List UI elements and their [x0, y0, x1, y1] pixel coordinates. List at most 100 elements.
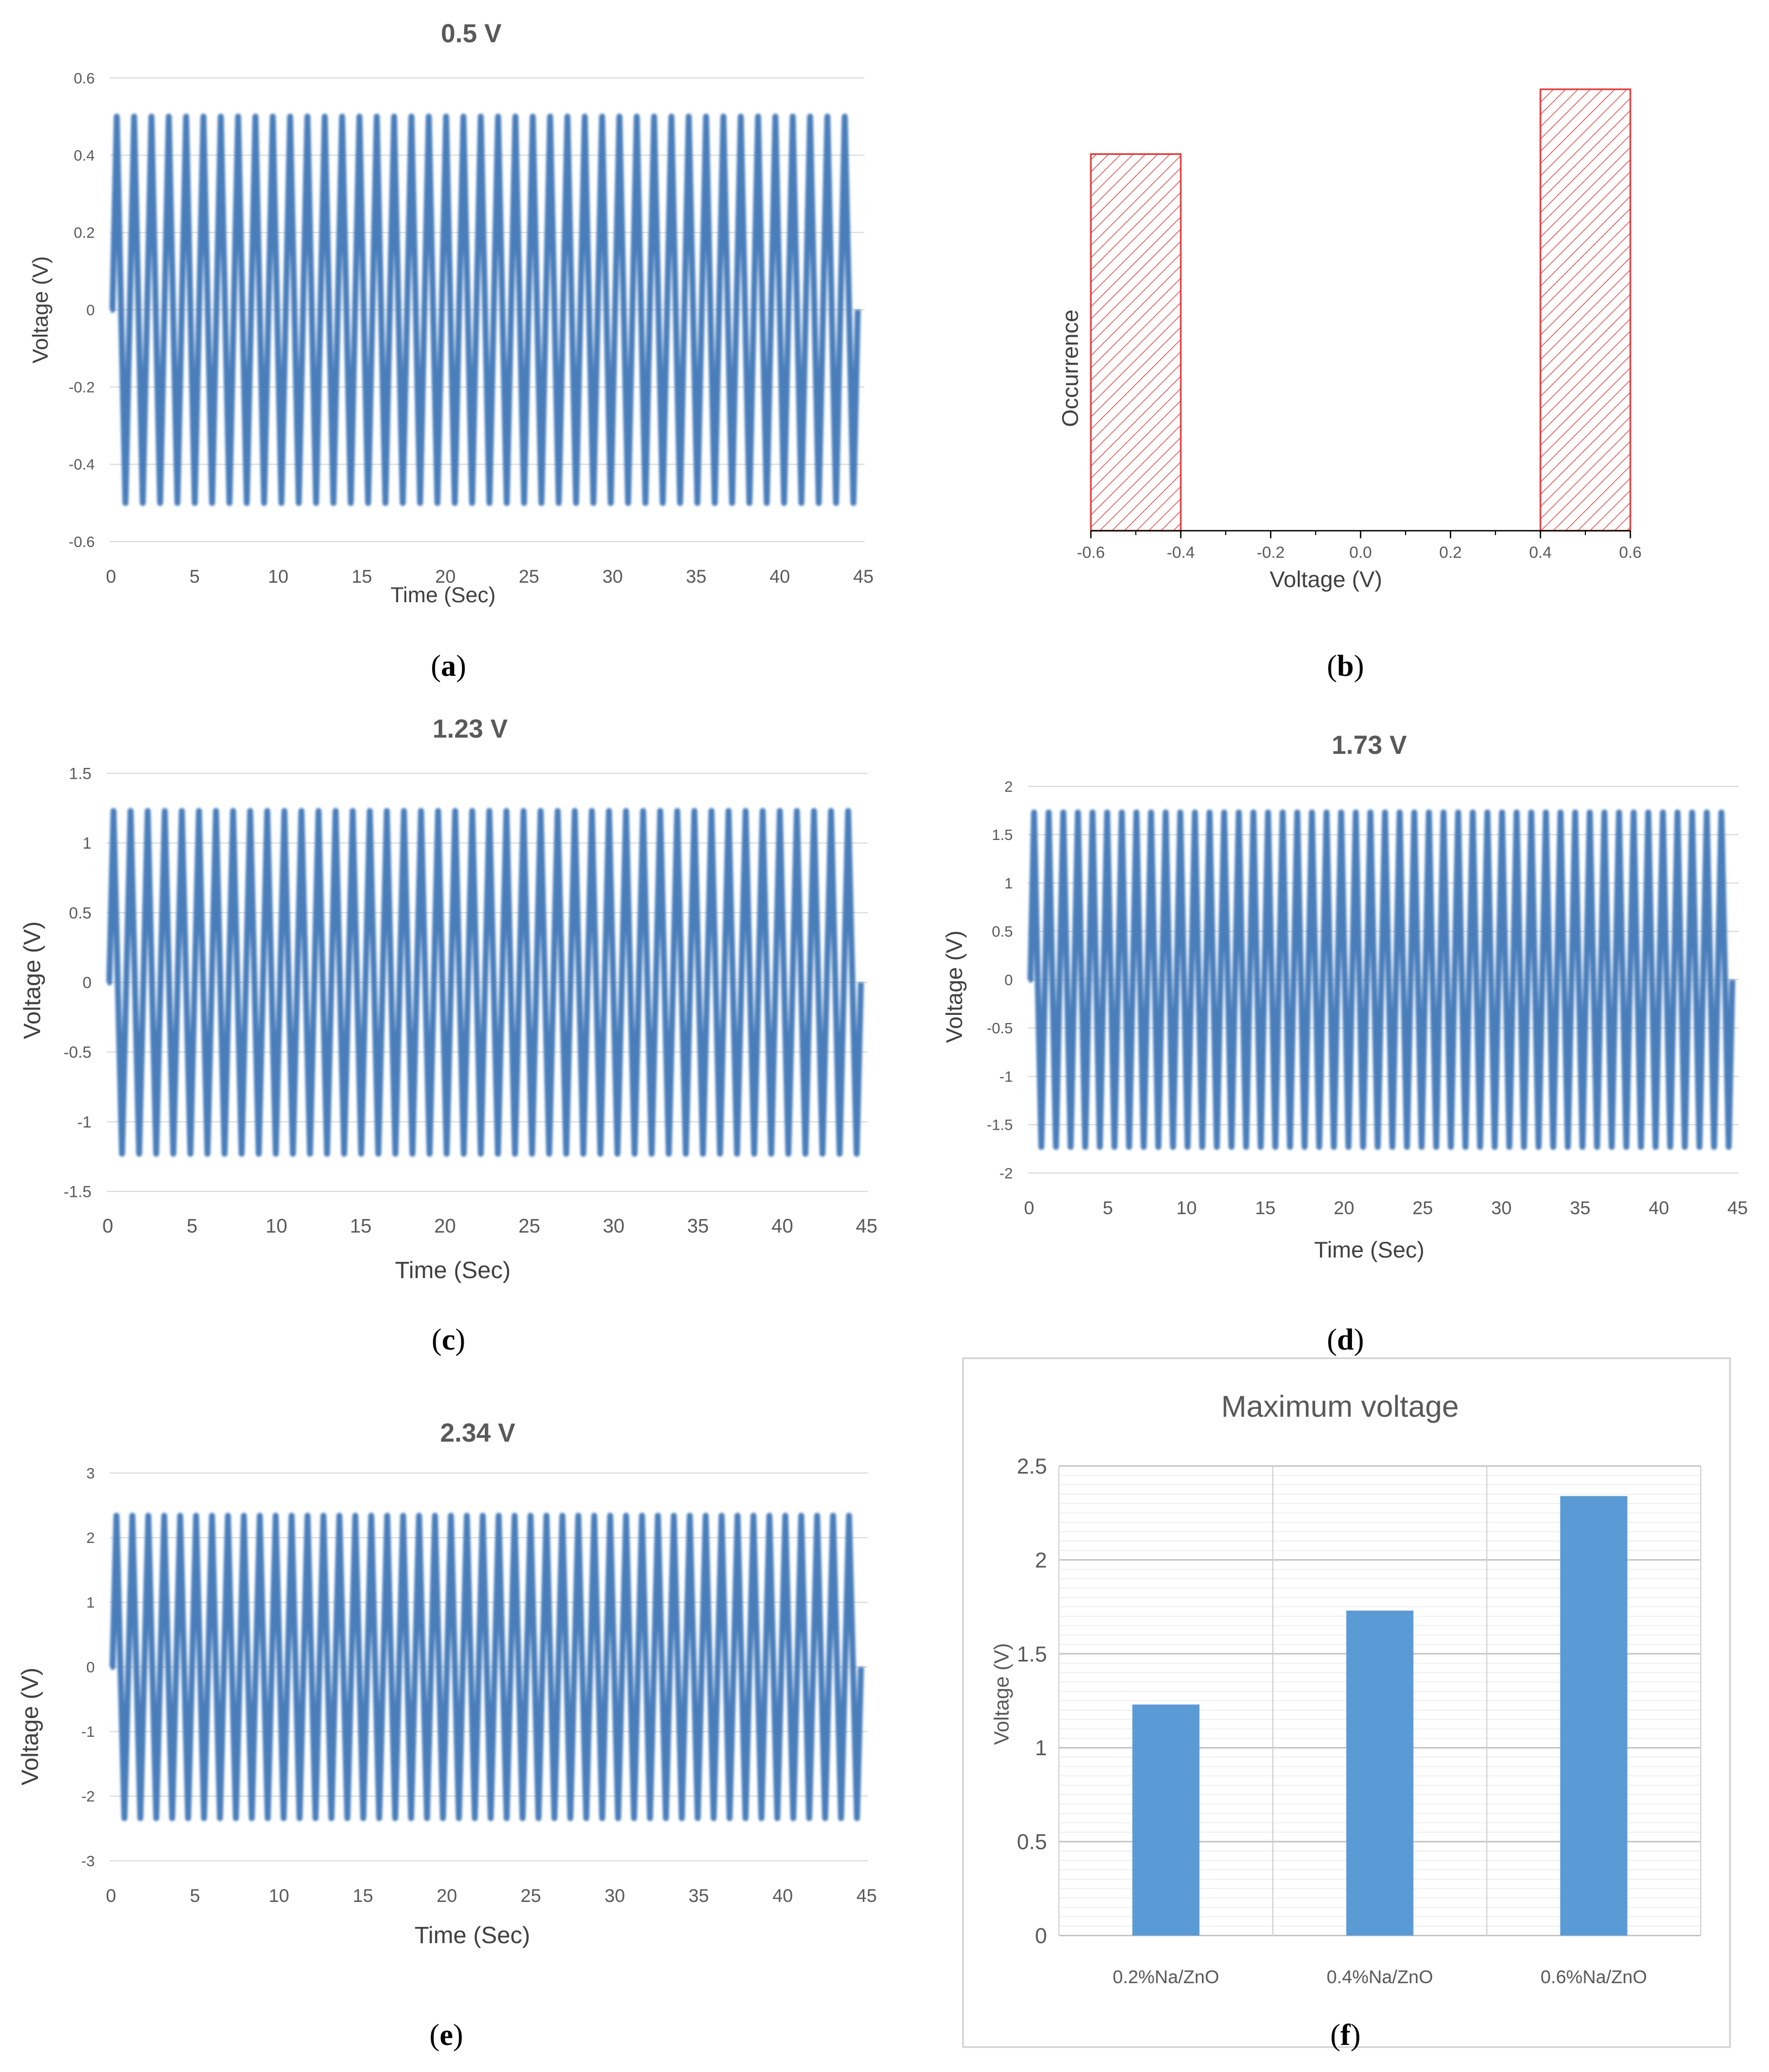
d-x-tick-label: 30	[1491, 1198, 1512, 1219]
e-y-tick-label: 1	[86, 1594, 95, 1611]
panel-e-title: 2.34 V	[440, 1419, 516, 1448]
panel-d: 1.73 V 2 1.5 1 0.5 0 -0.5 -1 -1.5 -2 0 5 10 15 20 25 3…	[941, 731, 1748, 1357]
panel-f-category-labels: 0.2%Na/ZnO 0.4%Na/ZnO 0.6%Na/ZnO	[1113, 1967, 1647, 1988]
panel-d-y-axis-label: Voltage (V)	[941, 930, 967, 1043]
panel-e-y-ticks: 3 2 1 0 -1 -2 -3	[81, 1465, 95, 1869]
c-y-tick-label: -1	[77, 1113, 92, 1131]
f-category-label: 0.2%Na/ZnO	[1113, 1967, 1219, 1988]
c-x-tick-label: 0	[102, 1215, 113, 1237]
d-x-tick-label: 40	[1649, 1198, 1669, 1219]
panel-c-x-axis-label: Time (Sec)	[395, 1257, 511, 1283]
e-x-tick-label: 30	[604, 1886, 625, 1906]
a-y-tick-label: -0.2	[69, 379, 95, 395]
c-x-tick-label: 45	[856, 1215, 877, 1237]
e-y-tick-label: 0	[86, 1659, 95, 1676]
e-y-tick-label: -3	[81, 1853, 95, 1869]
d-x-tick-label: 5	[1103, 1198, 1113, 1219]
bar-0.6%Na/ZnO	[1560, 1496, 1628, 1936]
panel-e-x-ticks: 0 5 10 15 20 25 30 35 40 45	[106, 1886, 877, 1906]
a-x-tick-label: 5	[190, 566, 200, 587]
panel-d-caption: (d)	[1327, 1323, 1364, 1357]
panel-e-caption: (e)	[430, 2018, 463, 2052]
f-category-label: 0.4%Na/ZnO	[1326, 1967, 1433, 1988]
a-x-tick-label: 35	[686, 566, 706, 587]
panel-e-y-axis-label: Voltage (V)	[17, 1667, 43, 1786]
c-y-tick-label: 0	[82, 974, 92, 992]
panel-a-waveform-series	[109, 113, 861, 506]
e-x-tick-label: 20	[437, 1886, 457, 1906]
d-x-tick-label: 10	[1176, 1198, 1197, 1219]
panel-b-x-ticks: -0.6 -0.4 -0.2 0.0 0.2 0.4 0.6	[1077, 531, 1642, 562]
panel-e-x-axis-label: Time (Sec)	[414, 1922, 530, 1949]
panel-f: Maximum voltage 2.521.510.50 0.2%Na/ZnO 0…	[962, 1357, 1731, 2052]
a-x-tick-label: 40	[770, 566, 790, 587]
e-x-tick-label: 35	[688, 1886, 709, 1906]
e-x-tick-label: 10	[269, 1886, 289, 1906]
histogram-bar	[1090, 153, 1182, 532]
panel-b: -0.6 -0.4 -0.2 0.0 0.2 0.4 0.6 Voltage (V) Occ…	[1057, 88, 1642, 683]
panel-c-title: 1.23 V	[433, 715, 508, 744]
c-x-tick-label: 15	[350, 1215, 372, 1237]
f-y-tick-label: 2	[1035, 1548, 1047, 1572]
c-x-tick-label: 10	[265, 1215, 287, 1237]
f-category-label: 0.6%Na/ZnO	[1540, 1967, 1647, 1988]
e-x-tick-label: 45	[856, 1886, 877, 1906]
bar-0.4%Na/ZnO	[1346, 1611, 1414, 1936]
a-x-tick-label: 25	[519, 566, 539, 587]
c-x-tick-label: 5	[187, 1215, 198, 1237]
panel-d-y-ticks: 2 1.5 1 0.5 0 -0.5 -1 -1.5 -2	[987, 778, 1013, 1182]
e-y-tick-label: 3	[86, 1465, 95, 1482]
panel-a-y-axis-label: Voltage (V)	[29, 256, 53, 363]
panel-d-caption-letter: d	[1337, 1323, 1354, 1357]
panel-d-x-ticks: 0 5 10 15 20 25 30 35 40 45	[1024, 1198, 1748, 1219]
d-x-tick-label: 35	[1570, 1198, 1590, 1219]
panel-d-waveform-series	[1027, 809, 1735, 1150]
panel-a: 0.5 V 0.6 0.4 0.2 0 -0.2 -0.4 -0.6 0 5 10 15 20 25 3…	[29, 19, 874, 683]
e-x-tick-label: 5	[190, 1886, 200, 1906]
b-x-tick-label: -0.4	[1167, 544, 1195, 562]
e-y-tick-label: -1	[81, 1723, 95, 1740]
a-y-tick-label: 0.2	[74, 224, 95, 241]
panel-b-caption: (b)	[1327, 649, 1364, 683]
e-y-tick-label: -2	[81, 1788, 95, 1804]
panel-c-y-axis-label: Voltage (V)	[19, 921, 45, 1039]
c-y-tick-label: -0.5	[63, 1044, 92, 1061]
histogram-bar	[1539, 88, 1631, 532]
a-x-tick-label: 10	[268, 566, 289, 587]
panel-a-y-ticks: 0.6 0.4 0.2 0 -0.2 -0.4 -0.6	[69, 70, 95, 550]
panel-f-y-ticks: 2.5 2 1.5 1 0.5 0	[1017, 1455, 1047, 1948]
d-y-tick-label: 0.5	[992, 923, 1013, 940]
f-y-tick-label: 0.5	[1017, 1830, 1047, 1854]
b-x-tick-label: 0.4	[1529, 544, 1552, 562]
f-y-tick-label: 1.5	[1017, 1643, 1047, 1666]
d-x-tick-label: 0	[1024, 1198, 1035, 1219]
a-x-tick-label: 15	[352, 566, 372, 587]
panel-a-caption-letter: a	[441, 649, 456, 683]
c-y-tick-label: 1.5	[69, 765, 92, 783]
a-y-tick-label: 0.6	[74, 70, 95, 87]
a-x-tick-label: 0	[106, 566, 116, 587]
panel-c-caption-letter: c	[442, 1323, 456, 1357]
panel-e-caption-letter: e	[440, 2018, 453, 2052]
panel-b-x-axis-label: Voltage (V)	[1270, 566, 1382, 592]
d-y-tick-label: -1	[999, 1068, 1013, 1085]
panel-a-caption: (a)	[431, 649, 466, 683]
a-y-tick-label: -0.4	[69, 456, 95, 473]
d-y-tick-label: -1.5	[987, 1117, 1013, 1133]
d-y-tick-label: 2	[1004, 778, 1013, 795]
panel-c-y-ticks: 1.5 1 0.5 0 -0.5 -1 -1.5	[63, 765, 92, 1201]
b-x-tick-label: 0.2	[1439, 544, 1462, 562]
b-x-tick-label: 0.0	[1349, 544, 1372, 562]
bar-0.2%Na/ZnO	[1132, 1704, 1200, 1936]
d-x-tick-label: 20	[1334, 1198, 1354, 1219]
a-y-tick-label: 0.4	[74, 147, 95, 164]
panel-f-y-axis-label: Voltage (V)	[991, 1643, 1013, 1745]
panel-a-title: 0.5 V	[441, 19, 502, 48]
d-y-tick-label: -0.5	[987, 1020, 1013, 1037]
panel-c-x-ticks: 0 5 10 15 20 25 30 35 40 45	[102, 1215, 877, 1237]
d-x-tick-label: 45	[1727, 1198, 1748, 1219]
d-x-tick-label: 25	[1413, 1198, 1433, 1219]
panel-c-caption: (c)	[432, 1323, 465, 1357]
panel-f-caption: (f)	[1330, 2018, 1361, 2052]
